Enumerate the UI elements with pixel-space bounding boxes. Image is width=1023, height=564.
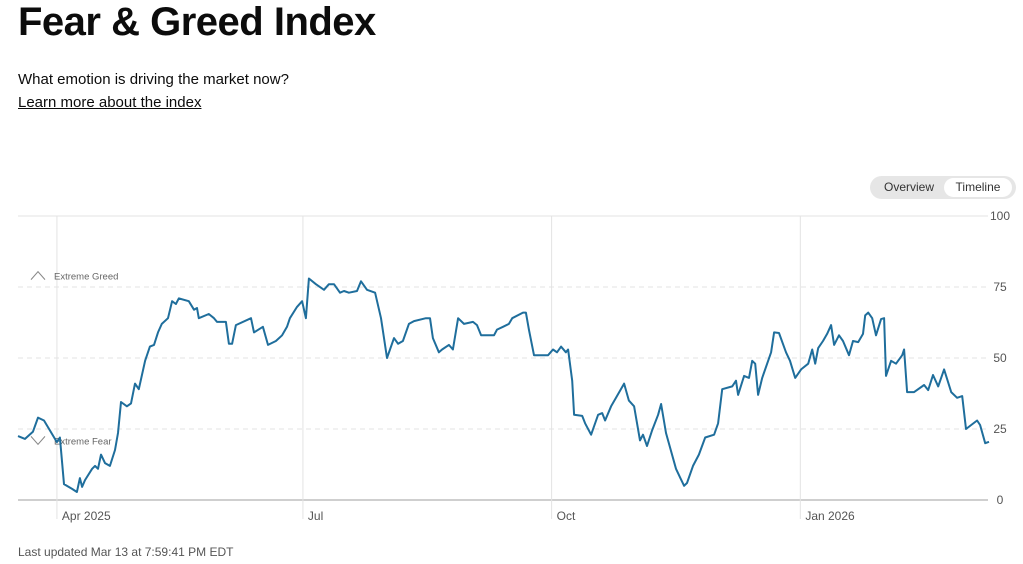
overview-tab[interactable]: Overview [883,180,934,194]
zone-label: Extreme Greed [54,272,118,283]
zone-label: Extreme Fear [54,436,112,447]
x-tick-label: Jan 2026 [805,509,855,523]
page-subtitle: What emotion is driving the market now? [18,71,289,88]
chevron-down-icon [30,436,46,446]
y-tick-label: 75 [993,280,1007,294]
x-tick-label: Jul [308,509,323,523]
x-tick-label: Apr 2025 [62,509,111,523]
y-tick-label: 25 [993,422,1007,436]
last-updated: Last updated Mar 13 at 7:59:41 PM EDT [18,545,234,559]
y-tick-label: 0 [997,493,1004,507]
timeline-tab[interactable]: Timeline [944,178,1012,197]
index-series-line [17,277,990,493]
chevron-up-icon [30,270,46,280]
fear-greed-chart: 0 25 50 75 100 Apr 2025 Jul Oct Jan 2026 Extreme … [17,209,1010,523]
page-title: Fear & Greed Index [18,0,376,44]
view-toggle: Overview Timeline [870,176,1016,199]
learn-more-link[interactable]: Learn more about the index [18,94,202,111]
y-tick-label: 50 [993,351,1007,365]
x-tick-label: Oct [557,509,576,523]
y-tick-label: 100 [990,209,1010,223]
